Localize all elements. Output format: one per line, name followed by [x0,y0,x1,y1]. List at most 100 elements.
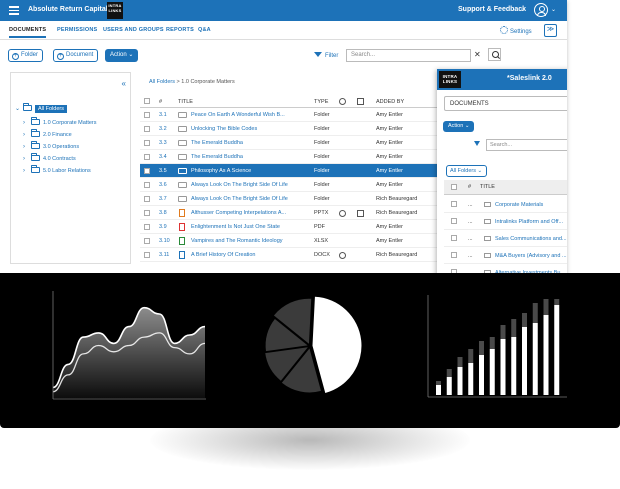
column-header-num[interactable]: # [159,99,163,105]
row-title-link[interactable]: Always Look On The Bright Side Of Life [191,196,288,202]
table-row[interactable]: 3.8 Althusser Competing Interpelations A.… [140,206,440,220]
version-icon[interactable] [339,209,346,217]
row-checkbox[interactable] [144,125,150,132]
row-checkbox[interactable] [451,235,457,241]
chevron-right-icon[interactable]: › [23,156,25,162]
table-row[interactable]: 3.10 Vampires and The Romantic Ideology XL… [140,234,440,248]
row-title-link[interactable]: Philosophy As A Science [191,168,252,174]
table-row[interactable]: 3.4 The Emerald Buddha Folder Amy Entler [140,150,440,164]
row-title-link[interactable]: Vampires and The Romantic Ideology [191,238,283,244]
panel-table-row[interactable]: ...Intralinks Platform and Off...... [444,213,567,230]
add-document-button[interactable]: + Document [53,49,99,62]
table-row[interactable]: 3.5 Philosophy As A Science Folder Amy Entl… [140,164,440,178]
table-row[interactable]: 3.2 Unlocking The Bible Codes Folder Amy En… [140,122,440,136]
select-all-checkbox[interactable] [451,184,457,190]
row-more-menu[interactable]: ... [468,219,473,225]
column-header-added-by[interactable]: ADDED BY [376,99,405,105]
row-title-link[interactable]: Althusser Competing Interpelations A... [191,210,287,216]
row-checkbox[interactable] [144,181,150,188]
chevron-down-icon[interactable]: ⌄ [551,7,557,13]
version-icon[interactable] [339,251,346,259]
column-header-title[interactable]: TITLE [178,99,193,105]
row-checkbox[interactable] [144,251,150,258]
search-input[interactable]: Search... [346,49,471,62]
support-feedback-menu[interactable]: Support & Feedback [458,6,527,13]
row-checkbox[interactable] [144,167,150,174]
row-title-link[interactable]: M&A Buyers (Advisory and ... [495,253,567,259]
tree-item[interactable]: › 3.0 Operations [23,141,79,154]
panel-search-input[interactable]: Search... [486,139,567,151]
tab-reports[interactable]: REPORTS [166,27,194,33]
panel-table-row[interactable]: ...M&A Buyers (Advisory and ...... [444,247,567,264]
row-checkbox[interactable] [144,153,150,160]
collapse-header-button[interactable]: ≫ [544,24,557,37]
row-checkbox[interactable] [451,201,457,207]
chevron-down-icon[interactable]: ⌄ [520,7,526,13]
row-title-link[interactable]: The Emerald Buddha [191,154,243,160]
panel-table-row[interactable]: ...Sales Communications and...... [444,230,567,247]
panel-section-select[interactable]: DOCUMENTS⌄ [444,96,567,111]
action-dropdown-button[interactable]: Action ⌄ [105,49,139,62]
tree-item-all-folders[interactable]: ⌄ All Folders [15,103,67,116]
chevron-right-icon[interactable]: › [23,168,25,174]
filter-button[interactable]: Filter [314,52,338,59]
row-checkbox[interactable] [144,237,150,244]
add-folder-button[interactable]: + Folder [8,49,44,62]
row-checkbox[interactable] [144,139,150,146]
collapse-tree-icon[interactable]: « [121,79,127,88]
row-added-by: Amy Entler [376,112,403,118]
tree-item[interactable]: › 5.0 Labor Relations [23,165,91,178]
search-icon[interactable] [488,48,501,61]
panel-filter-button[interactable] [474,141,483,148]
hamburger-menu-icon[interactable] [9,6,19,15]
row-more-menu[interactable]: ... [468,202,473,208]
select-all-checkbox[interactable] [144,98,150,104]
table-row[interactable]: 3.1 Peace On Earth A Wonderful Wish B... F… [140,108,440,122]
tab-users-and-groups[interactable]: USERS AND GROUPS [103,27,164,33]
row-checkbox[interactable] [451,218,457,224]
row-checkbox[interactable] [451,252,457,258]
edit-icon[interactable] [357,209,364,217]
panel-table-row[interactable]: ...Corporate Materials... [444,196,567,213]
row-title-link[interactable]: Intralinks Platform and Off... [495,219,564,225]
row-checkbox[interactable] [144,223,150,230]
column-header-num[interactable]: # [468,184,472,190]
row-type: Folder [314,112,330,118]
row-title-link[interactable]: Peace On Earth A Wonderful Wish B... [191,112,285,118]
row-title-link[interactable]: A Brief History Of Creation [191,252,256,258]
row-title-link[interactable]: Corporate Materials [495,202,544,208]
column-header-type[interactable]: TYPE [314,99,329,105]
chevron-down-icon[interactable]: ⌄ [15,106,21,112]
row-title-link[interactable]: Sales Communications and... [495,236,567,242]
chevron-right-icon[interactable]: › [23,144,25,150]
user-avatar-icon[interactable] [534,3,548,17]
column-header-title[interactable]: TITLE [480,184,495,190]
row-checkbox[interactable] [144,111,150,118]
row-title-link[interactable]: Always Look On The Bright Side Of Life [191,182,288,188]
table-row[interactable]: 3.3 The Emerald Buddha Folder Amy Entler [140,136,440,150]
panel-all-folders-dropdown[interactable]: All Folders ⌄ [446,165,488,177]
row-title-link[interactable]: Unlocking The Bible Codes [191,126,258,132]
breadcrumb-root-link[interactable]: All Folders [149,79,175,85]
tree-item[interactable]: › 1.0 Corporate Matters [23,117,97,130]
clear-search-icon[interactable]: ✕ [474,50,481,59]
settings-button[interactable]: Settings [500,26,532,35]
row-title-link[interactable]: The Emerald Buddha [191,140,243,146]
tab-permissions[interactable]: PERMISSIONS [57,27,98,33]
tab-qa[interactable]: Q&A [198,27,211,33]
panel-action-button[interactable]: Action ⌄ [443,121,475,132]
row-more-menu[interactable]: ... [468,236,473,242]
chevron-right-icon[interactable]: › [23,120,25,126]
tree-item[interactable]: › 2.0 Finance [23,129,72,142]
tab-documents[interactable]: DOCUMENTS [9,27,47,38]
row-checkbox[interactable] [144,209,150,216]
table-row[interactable]: 3.11 A Brief History Of Creation DOCX Rich … [140,248,440,262]
row-title-link[interactable]: Enlightenment Is Not Just One State [191,224,280,230]
table-row[interactable]: 3.9 Enlightenment Is Not Just One State PD… [140,220,440,234]
row-more-menu[interactable]: ... [468,253,473,259]
table-row[interactable]: 3.6 Always Look On The Bright Side Of Lif… [140,178,440,192]
table-row[interactable]: 3.7 Always Look On The Bright Side Of Lif… [140,192,440,206]
tree-item[interactable]: › 4.0 Contracts [23,153,76,166]
row-checkbox[interactable] [144,195,150,202]
chevron-right-icon[interactable]: › [23,132,25,138]
